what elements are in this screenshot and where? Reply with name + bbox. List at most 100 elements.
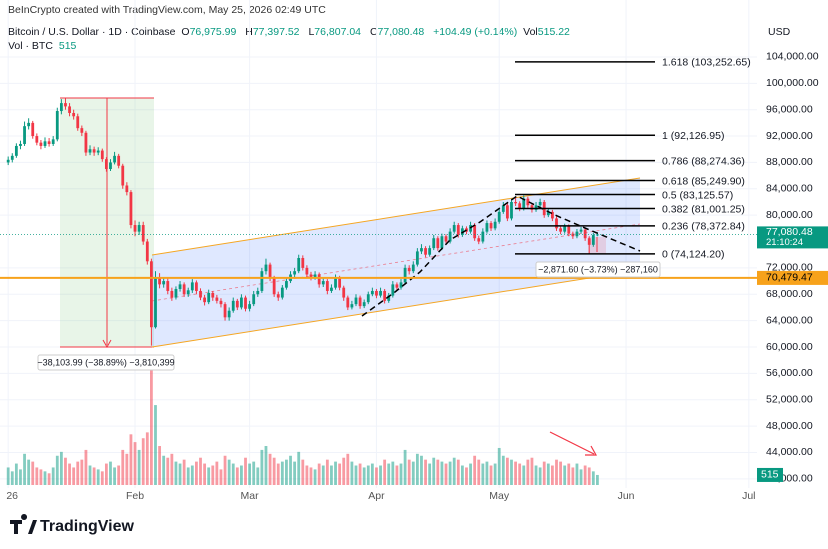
candle-body bbox=[305, 267, 309, 275]
volume-bar bbox=[399, 463, 403, 485]
candle-body bbox=[68, 106, 71, 113]
volume-bar bbox=[346, 453, 350, 485]
hline-label: 70,479.47 bbox=[766, 272, 813, 284]
candle-body bbox=[366, 294, 370, 303]
candle-body bbox=[31, 122, 35, 137]
y-tick-label: 80,000.00 bbox=[766, 209, 813, 221]
candle-body bbox=[571, 233, 575, 237]
vol: Vol515.22 bbox=[523, 26, 573, 38]
candle-body bbox=[43, 141, 47, 146]
candle-body bbox=[117, 155, 121, 166]
volume-bar bbox=[305, 465, 309, 485]
volume-bar bbox=[268, 453, 272, 485]
candle-body bbox=[92, 149, 96, 153]
volume-bar bbox=[403, 449, 407, 485]
x-tick-label: Jun bbox=[618, 490, 635, 502]
channel-mid bbox=[151, 223, 641, 302]
candle-body bbox=[252, 294, 256, 305]
value: 77,397.52 bbox=[252, 26, 300, 38]
candle-body bbox=[321, 281, 325, 285]
brand: TradingView bbox=[40, 518, 135, 535]
volume-bar bbox=[145, 432, 149, 485]
volume-bar bbox=[141, 438, 145, 485]
volume-bar bbox=[313, 469, 317, 485]
candle-body bbox=[407, 267, 411, 272]
volume-bar bbox=[154, 405, 157, 485]
candle-body bbox=[154, 277, 157, 328]
volume-bar bbox=[485, 461, 489, 485]
volume-bar bbox=[546, 463, 550, 485]
x-tick-label: May bbox=[489, 490, 510, 502]
volume-bar bbox=[321, 465, 325, 485]
volume-bar bbox=[583, 465, 587, 485]
volume-bar bbox=[448, 461, 452, 485]
candle-body bbox=[211, 292, 215, 298]
candle-body bbox=[485, 223, 489, 232]
volume-bar bbox=[379, 465, 382, 485]
symbol: Bitcoin / U.S. Dollar · 1D · Coinbase bbox=[8, 26, 176, 38]
volume-bar bbox=[596, 474, 599, 485]
volume-bar bbox=[68, 463, 71, 485]
volume-bar bbox=[526, 459, 530, 485]
volume-bar bbox=[174, 461, 178, 485]
y-tick-label: 44,000.00 bbox=[766, 446, 813, 458]
volume-legend: Vol · BTC 515 bbox=[8, 40, 79, 52]
candle-body bbox=[129, 192, 133, 226]
candle-body bbox=[342, 287, 346, 298]
candle-body bbox=[76, 116, 80, 129]
candle-body bbox=[64, 103, 67, 107]
y-tick-label: 68,000.00 bbox=[766, 288, 813, 300]
candle-body bbox=[555, 218, 558, 229]
volume-bar bbox=[59, 451, 63, 485]
candle-body bbox=[395, 284, 399, 288]
candle-body bbox=[145, 241, 149, 262]
x-tick-label: Feb bbox=[126, 490, 144, 502]
volume-bar bbox=[72, 467, 76, 485]
volume-bar bbox=[190, 465, 194, 485]
countdown: 21:10:24 bbox=[766, 237, 803, 248]
volume-bar bbox=[534, 465, 538, 485]
volume-arrowhead bbox=[585, 445, 598, 456]
volume-bar bbox=[219, 469, 223, 485]
key: Vol bbox=[523, 26, 538, 38]
volume-bar bbox=[362, 467, 366, 485]
volume-bar bbox=[342, 457, 346, 485]
x-tick-label: Jul bbox=[742, 490, 755, 502]
candle-body bbox=[264, 264, 268, 272]
volume-bar bbox=[436, 459, 440, 485]
value: 76,975.99 bbox=[189, 26, 237, 38]
volume-bar bbox=[100, 471, 104, 485]
volume-bar bbox=[31, 461, 35, 485]
candle-body bbox=[424, 248, 427, 255]
candle-body bbox=[72, 112, 76, 117]
volume-bar bbox=[420, 455, 423, 485]
volume-bar bbox=[575, 463, 579, 485]
volume-bar bbox=[133, 442, 137, 485]
candle-body bbox=[170, 290, 174, 298]
annotation: −2,871.60 (−3.73%) −287,160 bbox=[538, 264, 658, 274]
candle-body bbox=[338, 277, 342, 288]
candle-body bbox=[100, 150, 104, 160]
candle-body bbox=[215, 297, 219, 301]
candle-body bbox=[285, 281, 288, 288]
volume-bar bbox=[452, 457, 456, 485]
volume-bar bbox=[501, 455, 505, 485]
candle-body bbox=[579, 229, 583, 232]
y-tick-label: 92,000.00 bbox=[766, 130, 813, 142]
candle-body bbox=[428, 248, 432, 255]
candle-body bbox=[334, 277, 337, 288]
candle-body bbox=[240, 297, 243, 308]
volume-bar bbox=[215, 461, 219, 485]
candle-body bbox=[137, 225, 141, 232]
change: +104.49 (+0.14%) bbox=[433, 26, 518, 38]
candle-body bbox=[272, 277, 276, 295]
candle-body bbox=[276, 294, 280, 298]
volume-bar bbox=[518, 463, 522, 485]
volume-bar bbox=[19, 469, 22, 485]
candle-body bbox=[113, 155, 116, 163]
volume-bar bbox=[80, 459, 84, 485]
candle-body bbox=[256, 290, 260, 295]
candle-body bbox=[456, 225, 460, 235]
volume-label: 515 bbox=[761, 469, 779, 481]
volume-bar bbox=[563, 465, 567, 485]
